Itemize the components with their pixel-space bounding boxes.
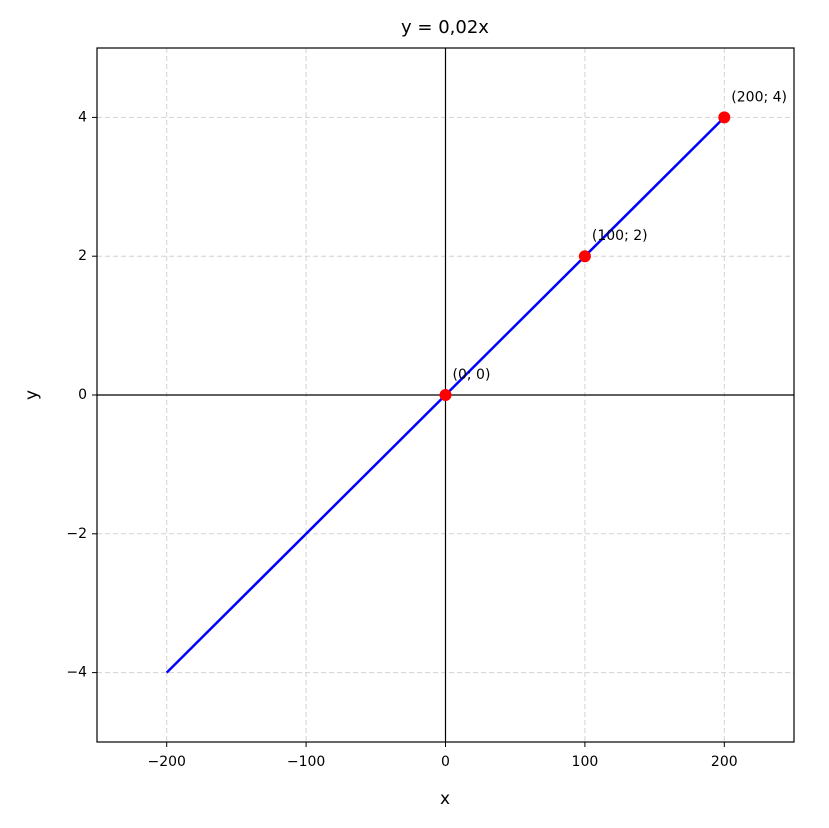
y-tick-label: 2 [78, 248, 87, 264]
y-tick-label: 4 [78, 109, 87, 125]
point [718, 111, 731, 124]
point-label: (200; 4) [731, 89, 787, 105]
x-tick-label: −100 [287, 754, 325, 770]
y-axis-label: y [22, 390, 42, 400]
point-label: (100; 2) [592, 228, 648, 244]
plot-frame [96, 47, 795, 743]
point-label: (0; 0) [453, 367, 491, 383]
x-tick-label: −200 [147, 754, 185, 770]
x-tick-label: 200 [711, 754, 738, 770]
y-tick-label: 0 [78, 387, 87, 403]
x-tick-label: 0 [441, 754, 450, 770]
y-tick-label: −2 [66, 526, 87, 542]
x-axis-label: x [440, 789, 450, 809]
chart-title: y = 0,02x [401, 17, 489, 38]
y-tick-label: −4 [66, 665, 87, 681]
point [439, 389, 452, 401]
point [578, 250, 591, 263]
x-tick-label: 100 [572, 754, 599, 770]
